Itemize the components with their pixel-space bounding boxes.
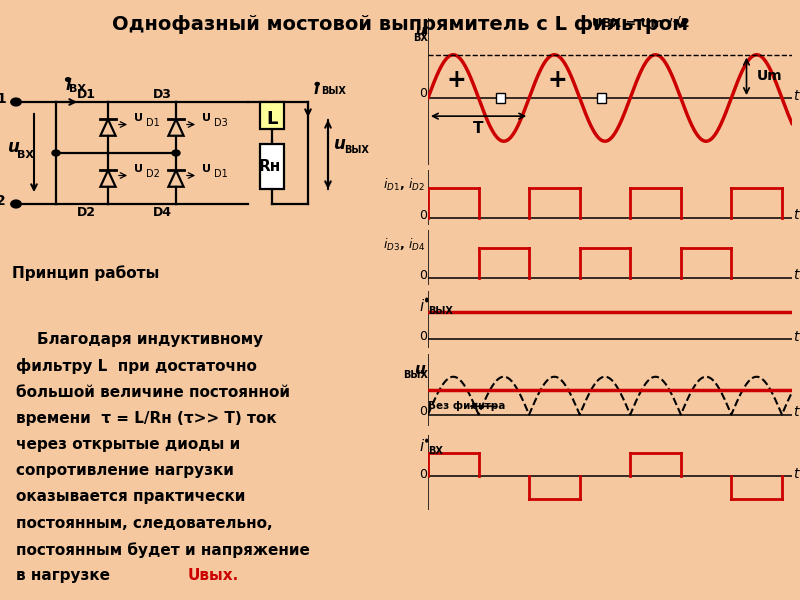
Text: U: U	[202, 164, 211, 174]
Circle shape	[172, 150, 180, 156]
Text: $i$: $i$	[419, 298, 425, 314]
Text: 1: 1	[0, 92, 6, 106]
Text: времени  τ = L/Rн (τ>> T) ток: времени τ = L/Rн (τ>> T) ток	[17, 411, 277, 426]
Text: Благодаря индуктивному: Благодаря индуктивному	[17, 332, 264, 347]
Circle shape	[52, 150, 60, 156]
Bar	[496, 93, 506, 103]
Text: D1: D1	[146, 118, 160, 128]
Circle shape	[426, 298, 428, 302]
Text: 0: 0	[419, 467, 427, 481]
Text: U: U	[202, 113, 211, 123]
Text: ВХ: ВХ	[428, 446, 442, 457]
Text: постоянным, следовательно,: постоянным, следовательно,	[17, 515, 273, 530]
Text: постоянным будет и напряжение: постоянным будет и напряжение	[17, 542, 310, 557]
Text: ВЫХ: ВЫХ	[321, 86, 346, 97]
Text: оказывается практически: оказывается практически	[17, 490, 246, 505]
Text: D3: D3	[214, 118, 228, 128]
Text: ВЫХ: ВЫХ	[428, 306, 453, 316]
Text: T: T	[474, 121, 484, 136]
Text: 0: 0	[419, 405, 427, 418]
Text: большой величине постоянной: большой величине постоянной	[17, 385, 290, 400]
Text: t: t	[794, 329, 799, 344]
Text: $i_{D1}$, $i_{D2}$: $i_{D1}$, $i_{D2}$	[383, 176, 425, 193]
Text: через открытые диоды и: через открытые диоды и	[17, 437, 241, 452]
Text: L: L	[266, 109, 278, 127]
Text: U: U	[134, 164, 143, 174]
Text: D4: D4	[153, 206, 171, 220]
Text: i: i	[314, 82, 319, 97]
Text: u: u	[414, 362, 425, 377]
Circle shape	[11, 200, 21, 208]
Text: $i_{D3}$, $i_{D4}$: $i_{D3}$, $i_{D4}$	[382, 236, 425, 253]
Text: D2: D2	[77, 206, 95, 220]
Text: Принцип работы: Принцип работы	[12, 265, 159, 281]
Text: 0: 0	[419, 209, 427, 221]
Bar	[260, 102, 284, 129]
Text: +: +	[446, 68, 466, 92]
Text: t: t	[794, 268, 799, 282]
Text: t: t	[794, 404, 799, 419]
Text: UВХ = Um /√2: UВХ = Um /√2	[591, 17, 689, 30]
Text: ВЫХ: ВЫХ	[344, 145, 369, 155]
Text: ВЫХ: ВЫХ	[403, 370, 428, 380]
Text: t: t	[794, 89, 799, 103]
Text: 2: 2	[0, 194, 6, 208]
Text: Однофазный мостовой выпрямитель с L фильтром: Однофазный мостовой выпрямитель с L филь…	[112, 14, 688, 34]
Text: 0: 0	[419, 87, 427, 100]
Text: u: u	[415, 24, 425, 38]
Text: D3: D3	[153, 88, 171, 101]
Bar	[598, 93, 606, 103]
Text: $i$: $i$	[419, 439, 425, 454]
Text: u: u	[334, 135, 346, 153]
Circle shape	[426, 439, 428, 442]
Text: Uвых.: Uвых.	[187, 568, 238, 583]
Text: 0: 0	[419, 269, 427, 281]
Circle shape	[315, 82, 319, 85]
Text: i: i	[66, 78, 70, 93]
Circle shape	[11, 98, 21, 106]
Text: +: +	[547, 68, 567, 92]
Text: D2: D2	[146, 169, 160, 179]
Text: Rн: Rн	[259, 159, 281, 174]
Text: фильтру L  при достаточно: фильтру L при достаточно	[17, 358, 258, 374]
Bar	[260, 144, 284, 189]
Text: D1: D1	[77, 88, 95, 101]
Text: t: t	[794, 208, 799, 222]
Text: t: t	[794, 467, 799, 481]
Text: U: U	[134, 113, 143, 123]
Text: в нагрузке: в нагрузке	[17, 568, 116, 583]
Text: ВХ: ВХ	[413, 34, 428, 43]
Text: ВХ: ВХ	[70, 83, 86, 94]
Text: ВХ: ВХ	[18, 149, 34, 160]
Text: Um: Um	[757, 70, 782, 83]
Text: 0: 0	[419, 330, 427, 343]
Text: сопротивление нагрузки: сопротивление нагрузки	[17, 463, 234, 478]
Text: u: u	[8, 138, 20, 156]
Circle shape	[66, 78, 70, 81]
Text: D1: D1	[214, 169, 228, 179]
Text: Без фильтра: Без фильтра	[428, 401, 506, 411]
